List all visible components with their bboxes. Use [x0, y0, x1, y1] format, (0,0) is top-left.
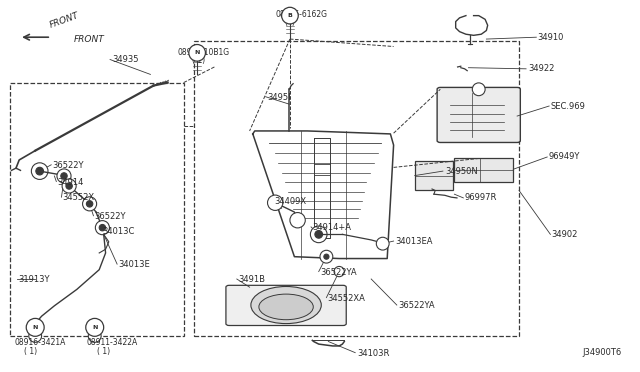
Ellipse shape [334, 266, 344, 277]
Text: 36522Y: 36522Y [95, 212, 126, 221]
Ellipse shape [259, 294, 314, 320]
Bar [415, 161, 453, 190]
Text: N: N [92, 325, 97, 330]
Text: 31913Y: 31913Y [18, 275, 49, 284]
Ellipse shape [61, 173, 67, 179]
Text: 34552X: 34552X [63, 193, 95, 202]
Ellipse shape [376, 237, 389, 250]
Text: 96949Y: 96949Y [548, 153, 580, 161]
Text: 36522YA: 36522YA [320, 268, 356, 277]
Text: 08146-6162G: 08146-6162G [275, 10, 327, 19]
Ellipse shape [189, 45, 205, 61]
Text: N: N [33, 325, 38, 330]
Ellipse shape [310, 226, 327, 243]
Ellipse shape [251, 286, 321, 324]
Ellipse shape [99, 224, 106, 231]
Text: 34922: 34922 [528, 64, 554, 73]
Ellipse shape [315, 231, 323, 238]
Ellipse shape [282, 7, 298, 24]
Ellipse shape [290, 212, 305, 228]
Text: 96997R: 96997R [465, 193, 497, 202]
Ellipse shape [66, 183, 72, 189]
Ellipse shape [472, 83, 485, 96]
Text: J34900T6: J34900T6 [582, 348, 621, 357]
Text: 36522YA: 36522YA [398, 301, 435, 310]
Ellipse shape [95, 221, 109, 235]
Text: (4): (4) [285, 18, 296, 27]
Text: SEC.969: SEC.969 [550, 102, 585, 110]
Text: 34409X: 34409X [274, 197, 306, 206]
Ellipse shape [31, 163, 48, 179]
Ellipse shape [62, 179, 76, 193]
Ellipse shape [88, 330, 101, 342]
Text: ( 1): ( 1) [97, 347, 111, 356]
Bar [10, 83, 184, 336]
Text: 08916-3421A: 08916-3421A [14, 339, 65, 347]
Text: ( 1): ( 1) [192, 56, 205, 65]
Text: 3491B: 3491B [238, 275, 265, 284]
Text: 08911-3422A: 08911-3422A [86, 339, 138, 347]
Ellipse shape [268, 195, 283, 211]
Ellipse shape [26, 318, 44, 336]
Text: 34552XA: 34552XA [328, 294, 365, 303]
Text: 34950N: 34950N [445, 167, 477, 176]
Bar [194, 41, 519, 336]
Text: FRONT: FRONT [74, 35, 104, 44]
Ellipse shape [320, 250, 333, 263]
Text: ( 1): ( 1) [24, 347, 38, 356]
Ellipse shape [29, 330, 42, 342]
Text: 34914+A: 34914+A [312, 223, 351, 232]
Ellipse shape [324, 254, 329, 259]
Ellipse shape [86, 201, 93, 207]
Text: 34935: 34935 [112, 55, 138, 64]
Text: B: B [287, 13, 292, 18]
Text: 34103R: 34103R [357, 349, 390, 358]
Text: 34013EA: 34013EA [396, 237, 433, 246]
Text: N: N [195, 50, 200, 55]
Text: 34013C: 34013C [102, 227, 135, 236]
Ellipse shape [86, 318, 104, 336]
Text: 34013E: 34013E [118, 260, 150, 269]
Bar [454, 158, 513, 182]
Text: 08911-10B1G: 08911-10B1G [177, 48, 229, 57]
FancyBboxPatch shape [437, 87, 520, 142]
Ellipse shape [83, 197, 97, 211]
Text: 34902: 34902 [552, 230, 578, 239]
Text: 34914: 34914 [58, 178, 84, 187]
Ellipse shape [57, 169, 71, 183]
Text: 34910: 34910 [538, 33, 564, 42]
FancyBboxPatch shape [226, 285, 346, 326]
Text: 3495I: 3495I [267, 93, 291, 102]
Text: 36522Y: 36522Y [52, 161, 84, 170]
Text: FRONT: FRONT [48, 11, 80, 30]
Ellipse shape [36, 167, 44, 175]
